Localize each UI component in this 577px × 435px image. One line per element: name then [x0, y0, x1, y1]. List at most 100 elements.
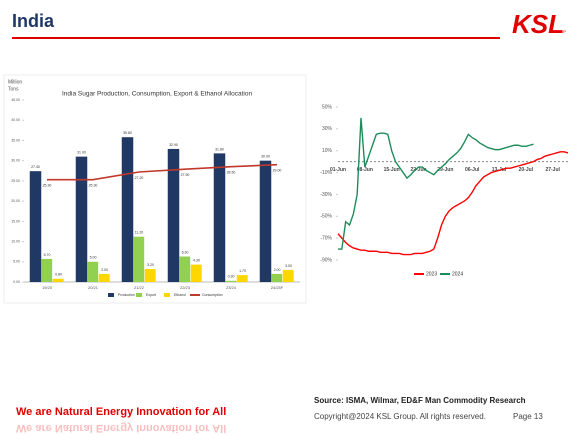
x-tick-label: 08-Jun [357, 167, 373, 173]
data-label: 0.30 [228, 275, 235, 279]
data-label: 2.00 [101, 268, 108, 272]
x-tick-label: 23/24 [226, 285, 237, 290]
bar [282, 269, 294, 282]
copyright: Copyright@2024 KSL Group. All rights res… [314, 412, 486, 421]
data-label: 29.00 [273, 169, 282, 173]
legend-swatch [164, 293, 170, 297]
x-tick-label: 20-Jul [519, 167, 534, 173]
y-tick-label: 25.00 [11, 179, 20, 183]
slogan: We are Natural Energy Innovation for All [16, 406, 226, 418]
legend-label: Production [118, 293, 135, 297]
bar [271, 273, 283, 282]
x-tick-label: 29-Jun [437, 167, 453, 173]
legend-label: 2023 [426, 271, 437, 277]
y-tick-label: -90% [320, 257, 332, 263]
data-label: 25.30 [89, 184, 98, 188]
data-label: 5.00 [90, 256, 97, 260]
y-tick-label: 10.00 [11, 239, 20, 243]
line [337, 151, 569, 256]
x-tick-label: 06-Jul [465, 167, 480, 173]
bar [121, 137, 134, 282]
x-tick-label: 22-Jun [410, 167, 426, 173]
bar [225, 280, 237, 282]
bar [133, 236, 145, 282]
legend-label: Consumption [202, 293, 223, 297]
y-tick-label: -50% [320, 214, 332, 220]
x-tick-label: 21/22 [134, 285, 145, 290]
y-tick-label: 35.00 [11, 138, 20, 142]
y-tick-label: 30.00 [11, 159, 20, 163]
bar [52, 278, 64, 282]
bar [144, 269, 156, 282]
bar [75, 156, 88, 282]
data-label: 30.00 [261, 155, 270, 159]
bar [167, 148, 180, 282]
data-label: 6.30 [182, 250, 189, 254]
bar [98, 273, 110, 282]
x-tick-label: 19/20 [42, 285, 53, 290]
data-label: 35.80 [123, 131, 132, 135]
y-axis-label: Million [8, 79, 22, 85]
x-tick-label: 01-Jun [330, 167, 346, 173]
source: Source: ISMA, Wilmar, ED&F Man Commodity… [314, 396, 526, 405]
x-tick-label: 24/25F [271, 285, 284, 290]
bar [190, 264, 202, 282]
legend-label: Export [146, 293, 156, 297]
data-label: 0.80 [55, 273, 62, 277]
data-label: 2.00 [274, 268, 281, 272]
x-tick-label: 15-Jun [384, 167, 400, 173]
y-tick-label: -30% [320, 192, 332, 198]
legend-label: Ethanol [174, 293, 186, 297]
data-label: 1.70 [239, 269, 246, 273]
x-tick-label: 27-Jul [545, 167, 560, 173]
y-tick-label: 40.00 [11, 118, 20, 122]
y-tick-label: 30% [322, 126, 333, 132]
y-tick-label: 20.00 [11, 199, 20, 203]
y-tick-label: -10% [320, 170, 332, 176]
chart-title: India Sugar Production, Consumption, Exp… [62, 91, 252, 98]
chart-frame [3, 74, 307, 304]
data-label: 27.20 [135, 176, 144, 180]
y-axis-label: Tons [8, 86, 19, 92]
bar [29, 171, 42, 282]
slogan-reflection: We are Natural Energy Innovation for All [16, 422, 226, 434]
data-label: 4.30 [193, 259, 200, 263]
bar [41, 258, 53, 282]
legend-swatch [108, 293, 114, 297]
legend-label: 2024 [452, 271, 463, 277]
data-label: 32.90 [169, 143, 178, 147]
data-label: 31.80 [215, 147, 224, 151]
data-label: 3.00 [285, 264, 292, 268]
data-label: 25.30 [43, 184, 52, 188]
legend-swatch [136, 293, 142, 297]
slide-title: India [12, 11, 55, 31]
data-label: 31.00 [77, 151, 86, 155]
data-label: 3.20 [147, 263, 154, 267]
x-tick-label: 20/21 [88, 285, 99, 290]
bar [179, 256, 191, 282]
y-tick-label: -70% [320, 235, 332, 241]
data-label: 28.50 [227, 171, 236, 175]
logo-sub: GROUP [551, 29, 566, 34]
logo: KSL [512, 9, 564, 39]
bar [236, 275, 248, 282]
bar [259, 160, 272, 282]
data-label: 27.40 [31, 165, 40, 169]
y-tick-label: 0.00 [13, 280, 20, 284]
data-label: 5.70 [44, 253, 51, 257]
y-tick-label: 45.00 [11, 98, 20, 102]
data-label: 27.90 [181, 173, 190, 177]
y-tick-label: 5.00 [13, 260, 20, 264]
bar [87, 261, 99, 282]
y-tick-label: 50% [322, 104, 333, 110]
x-tick-label: 22/23 [180, 285, 191, 290]
data-label: 11.20 [135, 231, 144, 235]
line [338, 117, 534, 250]
y-tick-label: 10% [322, 148, 333, 154]
line [47, 163, 278, 181]
page-number: Page 13 [513, 412, 543, 421]
y-tick-label: 15.00 [11, 219, 20, 223]
bar [213, 153, 226, 282]
